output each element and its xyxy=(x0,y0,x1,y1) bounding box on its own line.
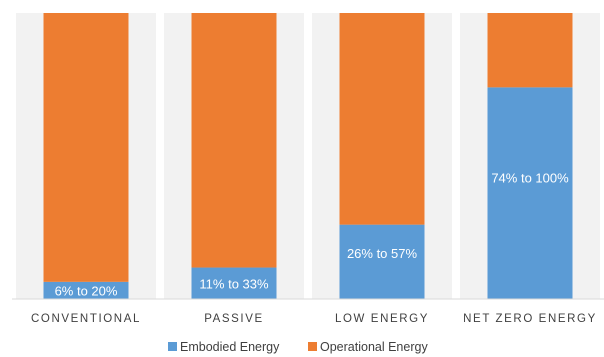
bar-segment-embodied xyxy=(43,281,129,299)
legend-item: Embodied Energy xyxy=(168,340,280,354)
category-label: LOW ENERGY xyxy=(335,313,429,325)
bar-segment-embodied xyxy=(339,224,425,299)
legend-item: Operational Energy xyxy=(308,340,428,354)
legend-swatch xyxy=(168,342,177,351)
legend-label: Embodied Energy xyxy=(180,340,280,354)
data-label: 26% to 57% xyxy=(347,246,418,261)
bars xyxy=(43,13,573,299)
legend-label: Operational Energy xyxy=(320,340,428,354)
data-label: 6% to 20% xyxy=(55,283,118,298)
category-label: CONVENTIONAL xyxy=(31,313,141,325)
category-label: PASSIVE xyxy=(204,313,264,325)
legend-swatch xyxy=(308,342,317,351)
bar-segment-operational xyxy=(487,13,573,88)
bar-segment-operational xyxy=(43,13,129,282)
bar-segment-embodied xyxy=(191,267,277,299)
bar-segment-operational xyxy=(191,13,277,268)
data-label: 74% to 100% xyxy=(491,171,569,186)
data-label: 11% to 33% xyxy=(199,276,269,291)
category-label: NET ZERO ENERGY xyxy=(463,313,597,325)
legend: Embodied Energy Operational Energy xyxy=(168,340,428,354)
category-labels: CONVENTIONAL PASSIVE LOW ENERGY NET ZERO EN… xyxy=(31,313,597,325)
bar-segment-embodied xyxy=(487,87,573,299)
bar-segment-operational xyxy=(339,13,425,225)
data-labels: 6% to 20% 11% to 33% 26% to 57% 74% to 100% xyxy=(55,171,570,299)
